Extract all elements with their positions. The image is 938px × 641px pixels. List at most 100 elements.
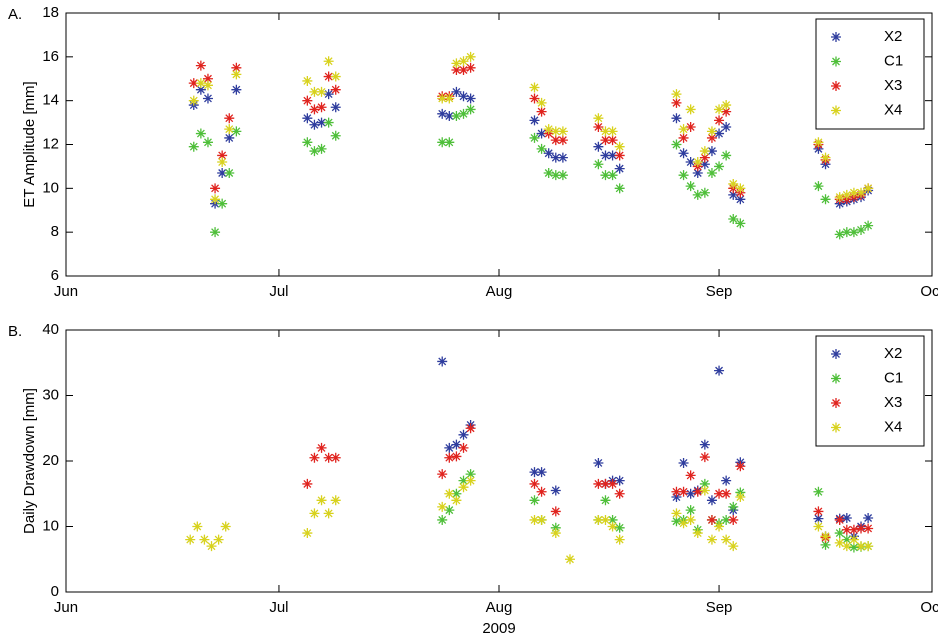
data-point	[224, 132, 235, 143]
data-point	[529, 115, 540, 126]
data-point	[444, 93, 455, 104]
data-point	[721, 106, 732, 117]
data-point	[820, 194, 831, 205]
data-point	[607, 126, 618, 137]
y-tick-label: 10	[42, 179, 59, 196]
data-point	[848, 542, 859, 553]
data-point	[678, 148, 689, 159]
data-point	[195, 60, 206, 71]
data-point	[678, 132, 689, 143]
data-point	[863, 183, 874, 194]
data-point	[600, 478, 611, 489]
data-point	[309, 119, 320, 130]
data-point	[600, 135, 611, 146]
data-point	[316, 442, 327, 453]
data-point	[192, 521, 203, 532]
data-point	[699, 187, 710, 198]
data-point	[451, 488, 462, 499]
data-point	[437, 514, 448, 525]
data-point	[721, 475, 732, 486]
data-point	[607, 135, 618, 146]
data-point	[323, 508, 334, 519]
y-tick-label: 0	[51, 583, 59, 600]
legend-marker	[831, 105, 841, 116]
data-point	[692, 486, 703, 497]
data-point	[210, 194, 221, 205]
data-point	[706, 514, 717, 525]
data-point	[529, 478, 540, 489]
data-point	[671, 89, 682, 100]
legend-marker	[831, 32, 841, 42]
data-point	[607, 514, 618, 525]
data-point	[834, 192, 845, 203]
data-point	[607, 521, 618, 532]
data-point	[557, 152, 568, 163]
data-point	[465, 469, 476, 480]
data-point	[437, 108, 448, 119]
data-point	[213, 534, 224, 545]
data-point	[863, 541, 874, 552]
x-tick-label: Jul	[269, 599, 288, 616]
data-point	[685, 157, 696, 168]
data-point	[458, 64, 469, 75]
data-point	[714, 488, 725, 499]
data-point	[728, 178, 739, 189]
data-point	[458, 429, 469, 440]
data-point	[195, 78, 206, 89]
data-point	[721, 121, 732, 132]
data-point	[550, 135, 561, 146]
data-point	[437, 137, 448, 148]
data-point	[231, 69, 242, 80]
data-point	[543, 148, 554, 159]
panel-label: B.	[8, 323, 22, 340]
data-point	[564, 554, 575, 565]
y-axis-label: Daily Drawdown [mm]	[21, 388, 38, 534]
data-point	[323, 56, 334, 67]
y-tick-label: 16	[42, 48, 59, 65]
y-tick-label: 18	[42, 4, 59, 21]
data-point	[714, 115, 725, 126]
data-point	[834, 528, 845, 539]
data-point	[714, 521, 725, 532]
data-point	[309, 104, 320, 115]
data-point	[188, 78, 199, 89]
data-point	[444, 137, 455, 148]
data-point	[217, 150, 228, 161]
data-point	[217, 198, 228, 209]
x-tick-label: Jun	[54, 599, 78, 616]
data-point	[856, 541, 867, 552]
legend-label: X4	[884, 101, 902, 118]
data-point	[678, 124, 689, 135]
data-point	[607, 150, 618, 161]
data-point	[721, 488, 732, 499]
data-point	[536, 128, 547, 139]
data-point	[706, 534, 717, 545]
data-point	[863, 220, 874, 231]
data-point	[671, 508, 682, 519]
data-point	[813, 181, 824, 192]
data-point	[706, 167, 717, 178]
data-point	[543, 124, 554, 135]
data-point	[721, 514, 732, 525]
data-point	[728, 189, 739, 200]
x-tick-label: Oct	[920, 599, 938, 616]
data-point	[330, 495, 341, 506]
data-point	[614, 534, 625, 545]
data-point	[529, 132, 540, 143]
data-point	[323, 89, 334, 100]
data-point	[231, 126, 242, 137]
data-point	[593, 113, 604, 124]
legend-box	[815, 18, 925, 130]
data-point	[550, 485, 561, 496]
data-point	[451, 495, 462, 506]
data-point	[451, 439, 462, 450]
legend-marker	[831, 56, 841, 67]
data-point	[671, 139, 682, 150]
data-point	[206, 541, 217, 552]
data-point	[678, 457, 689, 468]
data-point	[529, 467, 540, 478]
data-point	[323, 117, 334, 128]
data-point	[685, 470, 696, 481]
data-point	[550, 152, 561, 163]
data-point	[685, 505, 696, 516]
